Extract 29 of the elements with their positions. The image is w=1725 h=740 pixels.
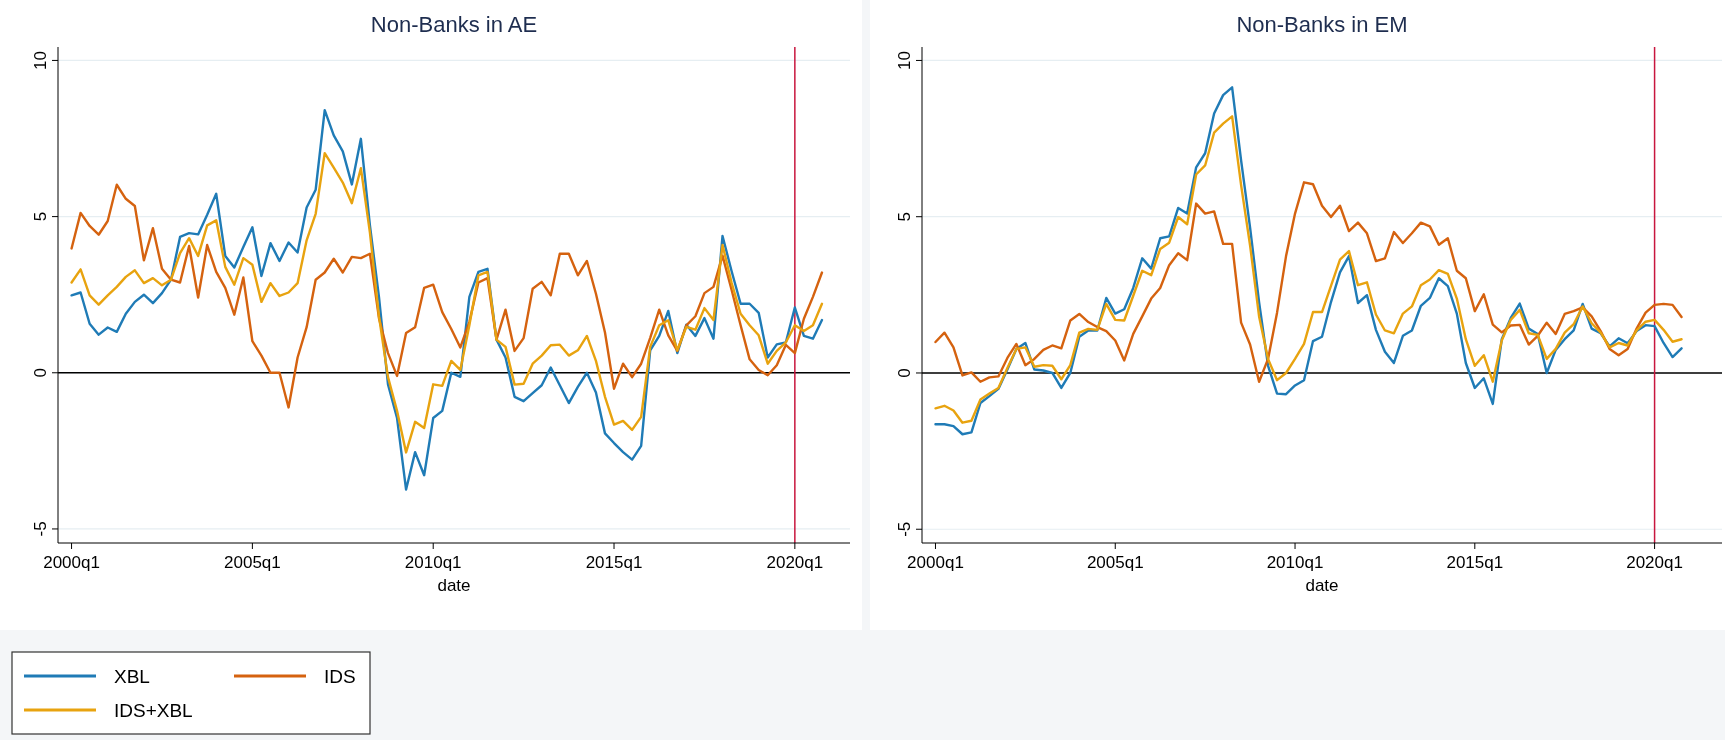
line-series	[70, 152, 824, 454]
legend-label: IDS+XBL	[114, 700, 193, 721]
chart-title: Non-Banks in EM	[1236, 12, 1408, 37]
x-tick-label: 2005q1	[1086, 553, 1144, 572]
y-tick-label: 5	[31, 211, 50, 222]
x-tick-label: 2000q1	[907, 553, 964, 572]
x-axis-title: date	[437, 576, 471, 595]
x-tick-label: 2005q1	[224, 553, 281, 572]
legend-label: XBL	[114, 666, 150, 687]
y-tick-label: 0	[31, 368, 50, 378]
y-tick-label: 10	[895, 50, 914, 70]
y-tick-label: -5	[31, 521, 50, 537]
x-tick-label: 2010q1	[404, 553, 462, 572]
x-axis-title: date	[1305, 576, 1339, 595]
y-tick-label: 0	[895, 368, 914, 378]
x-tick-label: 2015q1	[585, 553, 643, 572]
line-series	[934, 181, 1683, 383]
y-tick-label: 5	[895, 211, 914, 222]
x-tick-label: 2020q1	[766, 553, 824, 572]
x-tick-label: 2020q1	[1626, 553, 1683, 572]
legend-label: IDS	[324, 666, 356, 687]
line-series	[70, 183, 824, 409]
x-tick-label: 2015q1	[1446, 553, 1504, 572]
line-series	[70, 108, 824, 491]
y-tick-label: 10	[31, 50, 50, 70]
x-tick-label: 2010q1	[1266, 553, 1324, 572]
y-tick-label: -5	[895, 521, 914, 537]
x-tick-label: 2000q1	[43, 553, 100, 572]
chart-title: Non-Banks in AE	[370, 12, 538, 37]
